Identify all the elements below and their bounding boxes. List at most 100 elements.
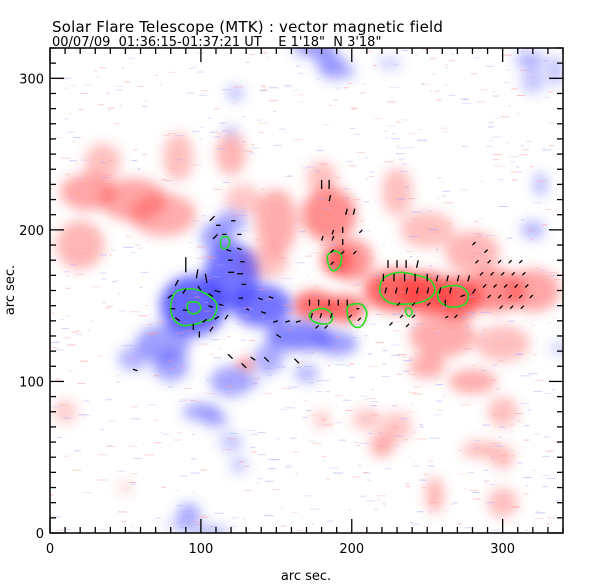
speckle [381,376,390,378]
speckle [496,388,500,390]
speckle [259,132,264,134]
speckle [183,388,193,389]
speckle [62,478,66,480]
speckle [420,426,424,428]
speckle [532,202,542,204]
speckle [231,517,239,519]
speckle [498,360,504,362]
speckle [490,140,494,142]
speckle [277,346,288,348]
speckle [213,108,220,110]
speckle [83,400,89,402]
speckle [130,192,139,194]
speckle [422,487,427,489]
speckle [419,479,427,481]
speckle [296,367,301,369]
speckle [402,50,409,51]
field-vector [487,259,492,264]
speckle [494,442,501,444]
speckle [142,221,148,223]
field-vector [227,353,234,360]
speckle [126,357,134,359]
negative-region-32 [377,57,402,70]
speckle [384,468,392,470]
field-vector [426,302,431,307]
speckle [405,411,415,413]
speckle [360,92,366,94]
speckle [192,66,197,68]
field-vector [352,250,357,255]
speckle [299,101,303,102]
speckle [308,440,316,442]
speckle [56,529,64,531]
speckle [147,404,158,406]
speckle [474,57,481,59]
speckle [365,178,368,180]
field-vector [340,250,345,255]
speckle [528,373,538,375]
speckle [107,305,113,307]
field-vector [226,248,232,252]
x-axis-label: arc sec. [281,569,331,584]
speckle [370,323,376,325]
speckle [434,90,440,92]
speckle [327,520,333,522]
speckle [62,528,70,530]
speckle [552,389,556,391]
speckle [348,509,351,511]
speckle [224,148,228,150]
speckle [203,310,212,312]
speckle [235,308,242,310]
speckle [474,233,483,235]
speckle [396,373,402,375]
negative-region-23 [223,125,239,138]
speckle [429,437,440,439]
speckle [505,69,510,71]
speckle [525,140,532,142]
speckle [67,344,76,346]
speckle [115,85,124,87]
speckle [200,343,209,345]
positive-region-28 [448,369,497,394]
field-vector [174,279,179,287]
speckle [498,436,502,438]
speckle [466,334,470,336]
speckle [268,468,276,470]
speckle [217,145,221,147]
speckle [98,529,106,530]
speckle [319,297,327,299]
speckle [231,215,239,217]
speckle [90,320,93,322]
speckle [457,473,467,475]
speckle [483,329,487,331]
speckle [538,269,546,271]
speckle [546,477,557,479]
speckle [521,144,525,146]
positive-region-38 [53,399,78,424]
speckle [127,445,137,447]
speckle [503,82,511,84]
speckle [155,517,161,519]
speckle [55,378,61,380]
speckle [154,419,158,421]
speckle [441,195,445,197]
speckle [435,248,439,250]
contour-positive-4 [378,271,436,306]
speckle [541,224,548,226]
speckle [261,86,267,88]
speckle [324,270,330,272]
speckle [131,406,138,408]
speckle [420,84,430,86]
speckle [391,405,397,407]
speckle [447,368,450,370]
speckle [201,235,205,237]
speckle [478,385,482,387]
speckle [474,220,479,222]
speckle [122,344,133,346]
speckle [54,136,61,138]
negative-region-21 [314,51,345,70]
speckle [271,459,281,461]
speckle [451,53,454,55]
speckle [458,450,463,451]
speckle [543,60,549,62]
